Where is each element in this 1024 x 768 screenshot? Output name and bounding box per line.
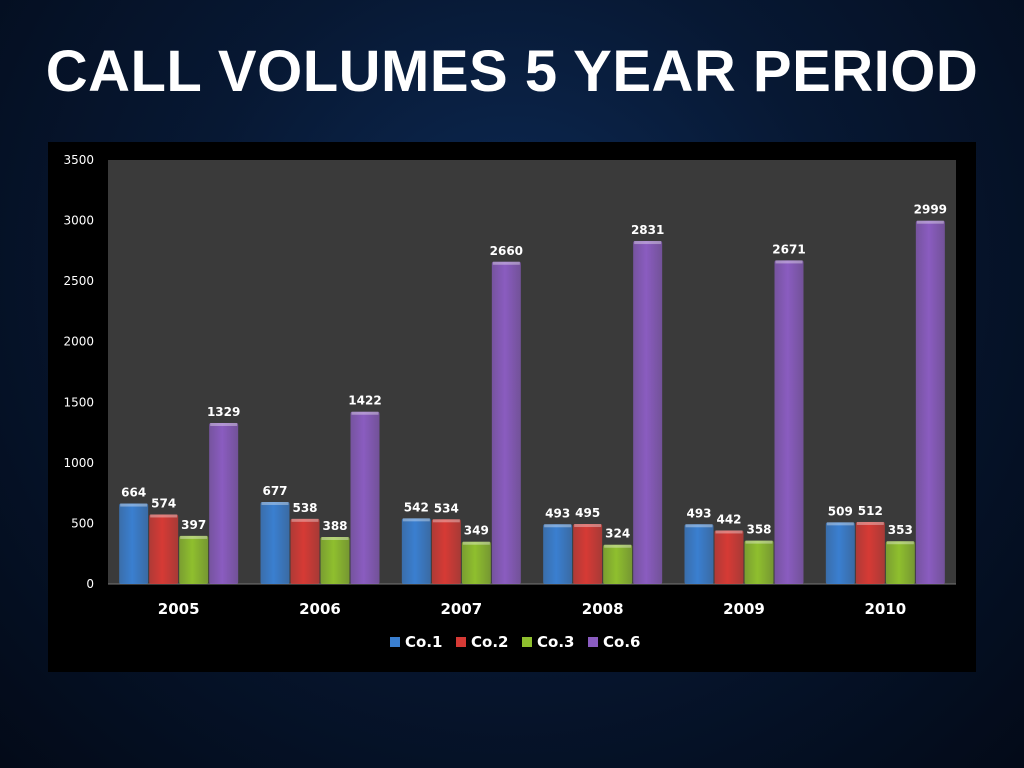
legend-label: Co.6 xyxy=(603,633,640,651)
bar-co3-2009 xyxy=(744,540,774,584)
data-label: 397 xyxy=(181,518,206,532)
data-label: 509 xyxy=(828,504,853,518)
data-label: 2999 xyxy=(914,203,947,217)
bar-highlight xyxy=(916,220,944,224)
legend-label: Co.3 xyxy=(537,633,574,651)
bar-co2-2008 xyxy=(573,524,603,584)
bar-co6-2008 xyxy=(633,241,663,585)
x-tick-label: 2010 xyxy=(864,600,906,618)
bar-co2-2007 xyxy=(431,519,461,584)
data-label: 677 xyxy=(262,484,287,498)
data-label: 388 xyxy=(322,519,347,533)
data-label: 1422 xyxy=(348,394,381,408)
data-label: 512 xyxy=(858,504,883,518)
bar-co1-2008 xyxy=(543,524,573,584)
data-label: 1329 xyxy=(207,405,240,419)
bar-highlight xyxy=(775,260,803,264)
bar-co6-2006 xyxy=(350,411,380,584)
legend-label: Co.1 xyxy=(405,633,442,651)
data-label: 353 xyxy=(888,523,913,537)
bar-co1-2009 xyxy=(684,524,714,584)
bar-co1-2010 xyxy=(825,522,855,584)
legend-swatch xyxy=(522,637,532,647)
x-tick-label: 2006 xyxy=(299,600,341,618)
y-tick-label: 3500 xyxy=(63,153,94,167)
data-label: 664 xyxy=(121,486,146,500)
bar-highlight xyxy=(544,524,572,528)
bar-highlight xyxy=(685,524,713,528)
data-label: 574 xyxy=(151,496,176,510)
data-label: 324 xyxy=(605,527,630,541)
bar-co6-2010 xyxy=(915,220,945,584)
legend-swatch xyxy=(588,637,598,647)
bar-highlight xyxy=(321,536,349,540)
bar-co2-2006 xyxy=(290,518,320,584)
bar-highlight xyxy=(210,423,238,427)
bar-co6-2007 xyxy=(491,261,521,584)
bar-highlight xyxy=(402,518,430,522)
bar-highlight xyxy=(432,519,460,523)
y-tick-label: 1000 xyxy=(63,456,94,470)
legend-swatch xyxy=(390,637,400,647)
x-tick-label: 2007 xyxy=(440,600,482,618)
bar-chart: 0 500 1000 1500 2000 2500 3000 3500 664 574 397 13… xyxy=(63,153,956,651)
bar-co6-2009 xyxy=(774,260,804,584)
plot-area xyxy=(108,160,956,584)
bar-co6-2005 xyxy=(209,423,239,584)
data-label: 2671 xyxy=(772,242,805,256)
bar-highlight xyxy=(120,503,148,507)
data-label: 534 xyxy=(434,501,459,515)
y-tick-label: 3000 xyxy=(63,214,94,228)
y-tick-label: 2000 xyxy=(63,335,94,349)
legend-swatch xyxy=(456,637,466,647)
bar-highlight xyxy=(715,530,743,534)
bar-co1-2007 xyxy=(401,518,431,584)
y-tick-label: 0 xyxy=(86,577,94,591)
data-label: 2660 xyxy=(490,244,523,258)
bar-highlight xyxy=(604,544,632,548)
bar-co1-2005 xyxy=(119,503,149,584)
bar-co2-2005 xyxy=(149,514,179,584)
y-tick-label: 2500 xyxy=(63,274,94,288)
bar-co2-2009 xyxy=(714,530,744,584)
data-label: 2831 xyxy=(631,223,664,237)
slide-title: CALL VOLUMES 5 YEAR PERIOD xyxy=(45,39,979,104)
chart-panel: 0 500 1000 1500 2000 2500 3000 3500 664 574 397 13… xyxy=(48,142,976,672)
bar-co3-2010 xyxy=(885,541,915,584)
data-label: 349 xyxy=(464,524,489,538)
bar-highlight xyxy=(886,541,914,545)
data-label: 358 xyxy=(746,523,771,537)
data-label: 495 xyxy=(575,506,600,520)
data-label: 442 xyxy=(716,512,741,526)
x-tick-label: 2005 xyxy=(158,600,200,618)
legend-label: Co.2 xyxy=(471,633,508,651)
bar-highlight xyxy=(574,524,602,528)
y-tick-label: 1500 xyxy=(63,395,94,409)
bar-co3-2006 xyxy=(320,536,350,584)
bar-co1-2006 xyxy=(260,501,290,584)
bar-highlight xyxy=(856,521,884,525)
bar-highlight xyxy=(180,535,208,539)
data-label: 542 xyxy=(404,500,429,514)
data-label: 493 xyxy=(545,506,570,520)
data-label: 538 xyxy=(292,501,317,515)
x-tick-label: 2009 xyxy=(723,600,765,618)
x-tick-label: 2008 xyxy=(582,600,624,618)
y-tick-label: 500 xyxy=(71,516,94,530)
bar-co3-2008 xyxy=(603,544,633,584)
bar-co3-2005 xyxy=(179,535,209,584)
bar-highlight xyxy=(462,541,490,545)
bar-highlight xyxy=(745,540,773,544)
bar-highlight xyxy=(826,522,854,526)
bar-highlight xyxy=(492,261,520,265)
data-label: 493 xyxy=(686,506,711,520)
bar-co2-2010 xyxy=(855,521,885,584)
bar-highlight xyxy=(150,514,178,518)
bar-highlight xyxy=(291,518,319,522)
bar-highlight xyxy=(634,241,662,245)
bar-highlight xyxy=(351,411,379,415)
bar-highlight xyxy=(261,501,289,505)
bar-co3-2007 xyxy=(461,541,491,584)
